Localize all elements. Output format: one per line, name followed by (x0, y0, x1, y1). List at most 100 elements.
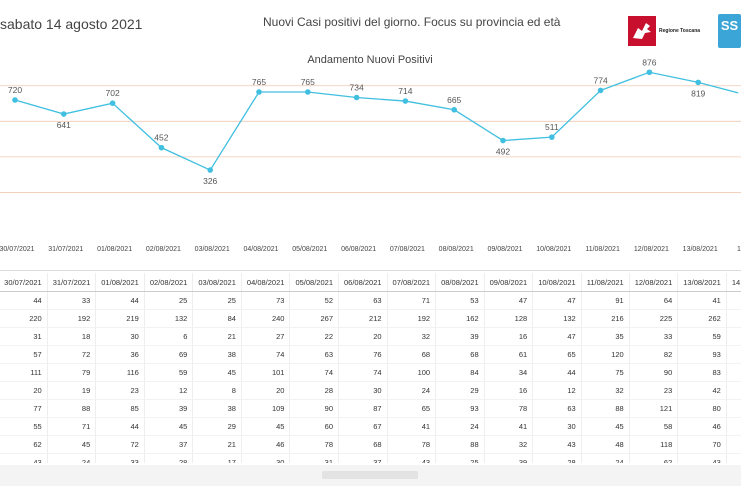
table-cell: 35 (581, 327, 630, 346)
table-cell: 88 (435, 435, 485, 454)
table-cell: 63 (532, 399, 582, 418)
table-cell: 28 (144, 453, 194, 463)
table-cell: 128 (484, 309, 534, 328)
data-label: 774 (594, 75, 608, 85)
table-cell (726, 327, 741, 346)
column-header[interactable]: 04/08/2021 (241, 273, 291, 292)
scrollbar-thumb[interactable] (322, 471, 418, 479)
data-label: 665 (447, 95, 461, 105)
table-cell: 116 (95, 363, 145, 382)
x-tick-label: 30/07/2021 (0, 246, 35, 253)
grid-lines (0, 85, 741, 193)
column-header[interactable]: 06/08/2021 (338, 273, 388, 292)
table-cell (726, 381, 741, 400)
data-point[interactable] (597, 87, 604, 94)
data-point[interactable] (305, 89, 311, 95)
x-tick-label: 08/08/2021 (439, 246, 474, 253)
table-cell: 78 (484, 399, 534, 418)
sanita-logo-text: SS (720, 18, 739, 33)
table-row: 220 192 219 132 84 240 267 212 192 162 128 132 216 22… (0, 309, 741, 328)
data-point[interactable] (646, 69, 653, 76)
footer-bar (0, 465, 741, 486)
table-cell: 33 (629, 327, 679, 346)
column-header[interactable]: 01/08/2021 (95, 273, 145, 292)
table-cell: 71 (47, 417, 97, 436)
column-header[interactable]: 09/08/2021 (484, 273, 534, 292)
x-tick-label: 1 (737, 246, 741, 253)
table-cell: 24 (47, 453, 97, 463)
table-cell: 45 (47, 435, 97, 454)
data-point[interactable] (695, 79, 701, 86)
table-cell: 44 (95, 291, 145, 310)
table-cell: 25 (435, 453, 485, 463)
table-cell: 31 (289, 453, 339, 463)
column-header[interactable]: 14 (726, 273, 741, 292)
table-cell: 23 (629, 381, 679, 400)
column-header[interactable]: 11/08/2021 (581, 273, 630, 292)
data-point[interactable] (207, 167, 213, 173)
table-cell: 74 (289, 363, 339, 382)
table-cell: 88 (47, 399, 97, 418)
data-label: 452 (154, 133, 168, 143)
data-label: 714 (398, 86, 412, 96)
table-cell: 8 (192, 381, 242, 400)
table-cell: 82 (629, 345, 679, 364)
column-header[interactable]: 13/08/2021 (677, 273, 727, 292)
data-point[interactable] (451, 106, 458, 113)
data-point[interactable] (109, 100, 116, 106)
table-cell: 85 (95, 399, 145, 418)
column-header[interactable]: 05/08/2021 (289, 273, 339, 292)
x-tick-label: 04/08/2021 (243, 246, 278, 253)
data-point[interactable] (256, 89, 262, 95)
sanita-logo: SS (718, 14, 741, 48)
table-cell: 32 (387, 327, 437, 346)
column-header[interactable]: 07/08/2021 (387, 273, 437, 292)
table-cell: 120 (581, 345, 630, 364)
data-point[interactable] (12, 97, 18, 103)
table-row: 44 33 44 25 25 73 52 63 71 53 47 47 91 64 41 (0, 291, 741, 310)
table-cell: 32 (484, 435, 534, 454)
column-header[interactable]: 03/08/2021 (192, 273, 242, 292)
table-cell: 19 (47, 381, 97, 400)
data-point[interactable] (61, 111, 67, 117)
table-cell: 38 (192, 345, 242, 364)
table-cell: 53 (435, 291, 485, 310)
table-cell: 67 (338, 417, 388, 436)
column-header[interactable]: 31/07/2021 (47, 273, 97, 292)
table-cell: 25 (192, 291, 242, 310)
x-tick-label: 10/08/2021 (536, 246, 571, 253)
series-line (14, 71, 739, 171)
table-cell: 109 (241, 399, 291, 418)
table-cell: 240 (241, 309, 291, 328)
x-tick-label: 03/08/2021 (195, 246, 230, 253)
data-point[interactable] (549, 134, 555, 140)
table-cell (726, 345, 741, 364)
table-cell: 65 (532, 345, 582, 364)
divider (0, 270, 741, 271)
table-cell: 21 (192, 327, 242, 346)
data-point[interactable] (158, 144, 165, 151)
column-header[interactable]: 02/08/2021 (144, 273, 194, 292)
table-cell: 68 (435, 345, 485, 364)
x-tick-label: 02/08/2021 (146, 246, 181, 253)
x-axis-labels: 30/07/2021 31/07/2021 01/08/2021 02/08/2021… (0, 246, 741, 253)
table-cell: 219 (95, 309, 145, 328)
data-point[interactable] (500, 137, 506, 144)
data-point[interactable] (402, 98, 409, 104)
table-cell: 23 (95, 381, 145, 400)
table-cell: 262 (677, 309, 727, 328)
x-tick-label: 01/08/2021 (97, 246, 132, 253)
table-cell: 20 (338, 327, 388, 346)
table-cell: 28 (532, 453, 582, 463)
column-header[interactable]: 30/07/2021 (0, 273, 48, 292)
data-point[interactable] (353, 94, 360, 101)
column-header[interactable]: 08/08/2021 (435, 273, 485, 292)
column-header[interactable]: 10/08/2021 (532, 273, 582, 292)
data-label: 511 (545, 122, 559, 132)
table-cell (726, 291, 741, 310)
table-cell: 62 (0, 435, 48, 454)
table-cell: 71 (387, 291, 437, 310)
column-header[interactable]: 12/08/2021 (629, 273, 679, 292)
cases-table-container[interactable]: a30/07/202131/07/202101/08/202102/08/202… (0, 273, 741, 463)
table-cell (726, 417, 741, 436)
